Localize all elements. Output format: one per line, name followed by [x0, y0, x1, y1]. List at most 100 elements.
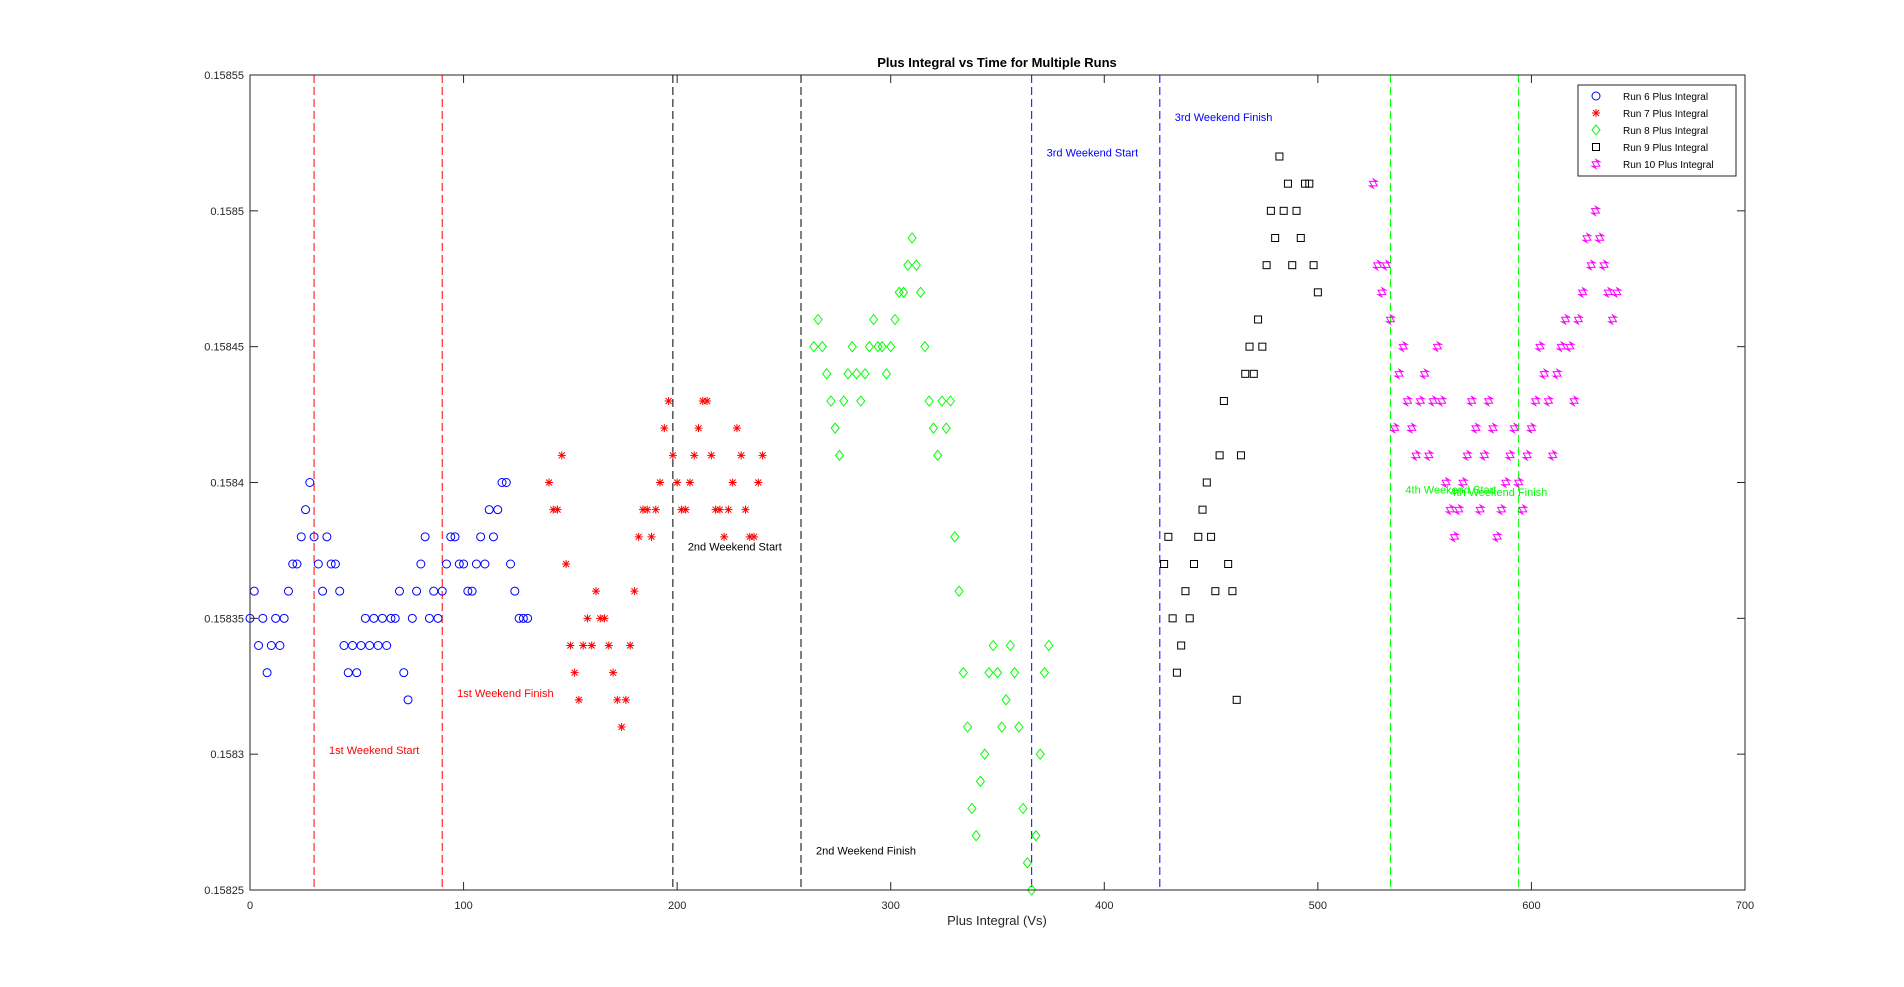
- data-point: [1160, 560, 1169, 568]
- data-point: [579, 641, 588, 650]
- data-point: [570, 668, 579, 677]
- data-point: [258, 613, 268, 623]
- data-point: [754, 478, 763, 487]
- data-point: [1547, 449, 1559, 462]
- data-point: [1606, 313, 1619, 326]
- data-point: [668, 451, 677, 460]
- legend-entry-label: Run 10 Plus Integral: [1623, 160, 1714, 171]
- data-point: [497, 478, 507, 487]
- data-point: [834, 449, 845, 462]
- data-point: [992, 666, 1003, 679]
- data-point: [301, 505, 311, 515]
- data-point: [335, 586, 345, 596]
- data-point: [266, 641, 276, 650]
- legend-entry-label: Run 7 Plus Integral: [1623, 109, 1708, 120]
- axes: 0 100 200 300 400 500 600 700 0.15825 0.1583 0.158…: [204, 70, 1754, 912]
- data-point: [339, 641, 349, 650]
- data-point: [476, 532, 486, 542]
- data-point: [911, 259, 921, 271]
- data-point: [1521, 449, 1533, 462]
- data-point: [309, 532, 319, 542]
- x-tick-label: 300: [882, 900, 900, 912]
- data-point: [822, 368, 832, 380]
- data-point: [1014, 721, 1024, 733]
- data-point: [1376, 286, 1388, 299]
- data-point: [839, 395, 849, 407]
- data-point: [1207, 532, 1216, 541]
- data-point: [420, 532, 430, 542]
- data-point: [1275, 152, 1284, 161]
- data-point: [1474, 503, 1486, 516]
- data-point: [1001, 694, 1011, 706]
- data-point: [830, 422, 840, 434]
- data-point: [390, 613, 400, 623]
- data-point: [1288, 261, 1297, 270]
- data-point: [484, 505, 494, 515]
- data-point: [609, 668, 618, 677]
- data-point: [1542, 395, 1555, 407]
- data-point: [549, 505, 558, 514]
- data-point: [506, 559, 516, 569]
- data-point: [326, 559, 336, 569]
- data-point: [296, 532, 306, 542]
- data-point: [809, 340, 819, 353]
- data-point: [288, 559, 298, 569]
- data-point: [523, 613, 533, 623]
- weekend-annotation: 2nd Weekend Finish: [816, 846, 916, 858]
- data-point: [1594, 232, 1606, 244]
- data-point: [1249, 369, 1258, 378]
- data-point: [574, 695, 583, 704]
- data-point: [1482, 395, 1495, 407]
- data-point: [1457, 476, 1469, 489]
- data-point: [1232, 695, 1241, 704]
- data-point: [1470, 422, 1482, 435]
- legend: Run 6 Plus Integral Run 7 Plus Integral Ru…: [1577, 84, 1737, 177]
- data-point: [860, 368, 870, 380]
- data-point: [1487, 422, 1499, 435]
- data-point: [677, 505, 686, 514]
- data-point: [656, 478, 665, 487]
- data-point: [441, 559, 451, 569]
- data-point: [1551, 367, 1563, 380]
- data-point: [664, 397, 673, 405]
- data-point: [728, 478, 737, 487]
- data-point: [1461, 449, 1474, 462]
- data-point: [1572, 313, 1585, 326]
- series-4: [1160, 152, 1322, 704]
- series-2: [545, 397, 767, 731]
- data-point: [583, 614, 592, 623]
- data-point: [647, 532, 656, 541]
- data-point: [1258, 342, 1267, 351]
- data-point: [1453, 503, 1465, 516]
- data-point: [1367, 177, 1380, 190]
- data-point: [591, 587, 600, 596]
- data-point: [1504, 449, 1516, 462]
- data-point: [604, 641, 613, 650]
- data-point: [698, 397, 707, 405]
- data-point: [980, 748, 990, 760]
- data-point: [933, 449, 943, 462]
- data-point: [463, 586, 473, 596]
- weekend-annotation: 2nd Weekend Start: [688, 541, 782, 553]
- data-point: [313, 559, 323, 569]
- data-point: [958, 666, 968, 679]
- data-point: [915, 286, 926, 299]
- data-point: [471, 559, 481, 569]
- data-point: [707, 451, 716, 460]
- data-point: [694, 424, 703, 433]
- y-tick-label: 0.15855: [204, 70, 244, 82]
- data-point: [283, 586, 293, 596]
- data-point: [318, 586, 328, 596]
- data-point: [1423, 449, 1435, 462]
- data-point: [279, 613, 289, 623]
- weekend-annotation: 1st Weekend Finish: [457, 688, 553, 700]
- data-point: [890, 313, 900, 326]
- data-point: [1202, 478, 1211, 487]
- data-point: [817, 340, 828, 353]
- data-point: [1236, 451, 1245, 460]
- data-point: [864, 340, 874, 353]
- data-point: [737, 451, 746, 460]
- data-point: [1005, 639, 1015, 652]
- data-point: [416, 559, 426, 569]
- data-point: [271, 613, 281, 623]
